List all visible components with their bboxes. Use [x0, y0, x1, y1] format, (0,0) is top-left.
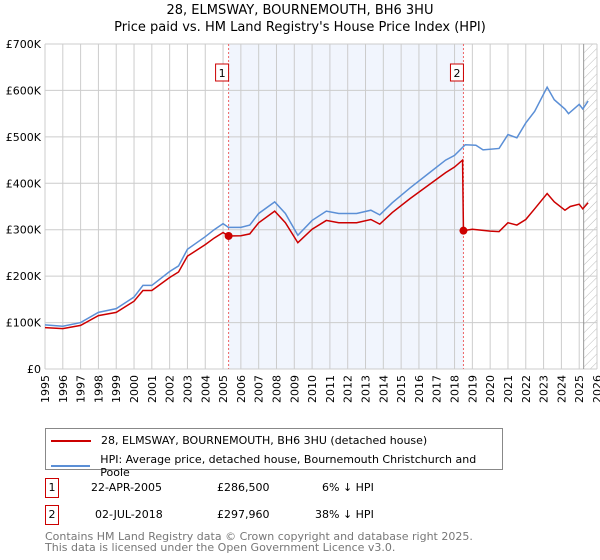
x-tick-label: 1996	[57, 375, 70, 403]
y-tick-label: £500K	[6, 131, 42, 144]
x-tick-label: 1995	[39, 375, 52, 403]
transaction-date: 22-APR-2005	[91, 481, 163, 494]
transaction-point	[224, 231, 233, 240]
transaction-label: 2	[453, 67, 460, 80]
x-tick-label: 2012	[342, 375, 355, 403]
legend-swatch-hpi	[51, 465, 91, 467]
transaction-price: £286,500	[217, 481, 270, 494]
series-line	[44, 158, 589, 330]
x-tick-label: 2015	[395, 375, 408, 403]
x-tick-label: 2001	[146, 375, 159, 403]
x-tick-label: 2016	[413, 375, 426, 403]
x-tick-label: 2020	[484, 375, 497, 403]
transaction-label-box	[215, 63, 230, 82]
transaction-hpi: 38% ↓ HPI	[315, 508, 374, 521]
x-tick-label: 1998	[92, 375, 105, 403]
series-line	[44, 85, 589, 328]
y-tick-label: £300K	[6, 224, 42, 237]
transaction-label-box	[449, 63, 464, 82]
y-tick-label: £100K	[6, 317, 42, 330]
transaction-date: 02-JUL-2018	[95, 508, 163, 521]
footer-line: This data is licensed under the Open Gov…	[45, 541, 396, 554]
y-tick-label: £400K	[6, 177, 42, 190]
legend-swatch-property	[51, 439, 91, 442]
x-tick-label: 2008	[270, 375, 283, 403]
x-tick-label: 2019	[466, 375, 479, 403]
transaction-point	[459, 226, 468, 235]
x-tick-label: 2007	[253, 375, 266, 403]
y-tick-label: £200K	[6, 270, 42, 283]
x-tick-label: 2011	[324, 375, 337, 403]
chart-subtitle: Price paid vs. HM Land Registry's House …	[114, 20, 486, 35]
transaction-hpi: 6% ↓ HPI	[322, 481, 374, 494]
x-tick-label: 2026	[591, 375, 600, 403]
forecast-hatch	[583, 44, 597, 369]
transaction-price: £297,960	[217, 508, 270, 521]
x-tick-label: 2010	[306, 375, 319, 403]
x-tick-label: 2000	[128, 375, 141, 403]
x-tick-label: 2013	[360, 375, 373, 403]
legend: 28, ELMSWAY, BOURNEMOUTH, BH6 3HU (detac…	[45, 428, 503, 479]
y-tick-label: £600K	[6, 84, 42, 97]
x-tick-label: 1999	[110, 375, 123, 403]
x-tick-label: 2009	[288, 375, 301, 403]
y-tick-label: £0	[27, 363, 41, 376]
x-tick-label: 2002	[164, 375, 177, 403]
x-tick-label: 2021	[502, 375, 515, 403]
x-tick-label: 2025	[573, 375, 586, 403]
transaction-row: 1 22-APR-2005 £286,500 6% ↓ HPI	[45, 478, 545, 498]
x-tick-label: 2018	[449, 375, 462, 403]
footer: Contains HM Land Registry data © Crown c…	[45, 531, 473, 553]
x-tick-label: 2004	[199, 375, 212, 403]
transaction-row: 2 02-JUL-2018 £297,960 38% ↓ HPI	[45, 505, 545, 525]
x-tick-label: 2003	[181, 375, 194, 403]
y-tick-label: £700K	[6, 38, 42, 51]
x-tick-label: 2005	[217, 375, 230, 403]
transaction-marker: 1	[45, 478, 59, 498]
x-tick-label: 1997	[75, 375, 88, 403]
sale-period-shading	[228, 44, 464, 369]
transaction-label: 1	[219, 67, 226, 80]
chart-title: 28, ELMSWAY, BOURNEMOUTH, BH6 3HU	[166, 3, 434, 18]
x-tick-label: 2006	[235, 375, 248, 403]
price-chart: 1995 1996 1997 1998 1999 2000 2001 2002 2003 2004…	[6, 38, 600, 403]
footer-line: Contains HM Land Registry data © Crown c…	[45, 530, 473, 543]
x-tick-label: 2022	[520, 375, 533, 403]
legend-label-property: 28, ELMSWAY, BOURNEMOUTH, BH6 3HU (detac…	[101, 434, 428, 447]
x-tick-label: 2023	[538, 375, 551, 403]
legend-label-hpi: HPI: Average price, detached house, Bour…	[100, 453, 477, 479]
transaction-marker: 2	[45, 505, 59, 525]
x-tick-label: 2024	[555, 375, 568, 403]
x-tick-label: 2014	[377, 375, 390, 403]
x-tick-label: 2017	[431, 375, 444, 403]
